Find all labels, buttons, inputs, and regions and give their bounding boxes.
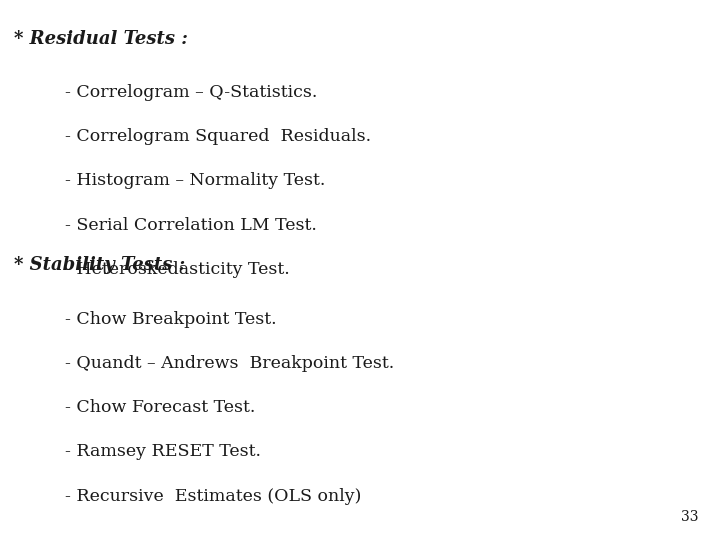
Text: - Correlogram – Q-Statistics.: - Correlogram – Q-Statistics. — [65, 84, 318, 100]
Text: 33: 33 — [681, 510, 698, 524]
Text: - Quandt – Andrews  Breakpoint Test.: - Quandt – Andrews Breakpoint Test. — [65, 355, 394, 372]
Text: - Ramsey RESET Test.: - Ramsey RESET Test. — [65, 443, 261, 460]
Text: - Correlogram Squared  Residuals.: - Correlogram Squared Residuals. — [65, 128, 371, 145]
Text: - Recursive  Estimates (OLS only): - Recursive Estimates (OLS only) — [65, 488, 361, 504]
Text: - Chow Forecast Test.: - Chow Forecast Test. — [65, 399, 255, 416]
Text: - Histogram – Normality Test.: - Histogram – Normality Test. — [65, 172, 325, 189]
Text: - Chow Breakpoint Test.: - Chow Breakpoint Test. — [65, 310, 276, 327]
Text: - Heteroskedasticity Test.: - Heteroskedasticity Test. — [65, 261, 289, 278]
Text: * Stability Tests :: * Stability Tests : — [14, 256, 186, 274]
Text: * Residual Tests :: * Residual Tests : — [14, 30, 188, 48]
Text: - Serial Correlation LM Test.: - Serial Correlation LM Test. — [65, 217, 317, 233]
